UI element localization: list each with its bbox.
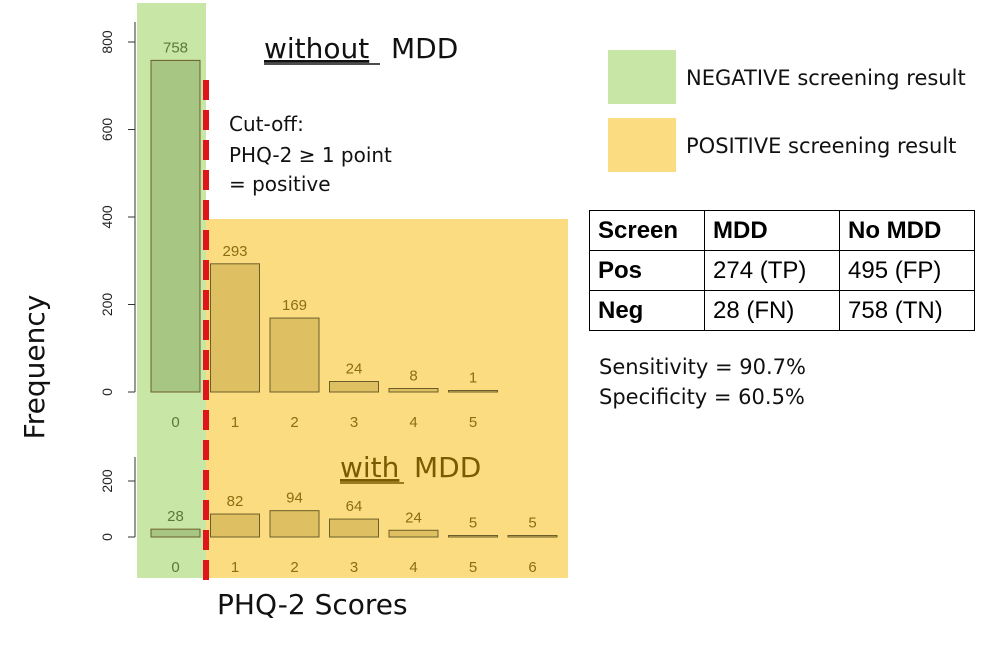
x-tick-label: 2: [290, 559, 298, 576]
y-tick-label: 0: [99, 533, 115, 541]
bar-value-label: 82: [227, 493, 244, 510]
bar-value-label: 5: [528, 515, 536, 532]
table-header-screen: Screen: [589, 210, 705, 251]
legend-swatch-negative: [608, 50, 676, 104]
y-tick-label: 200: [99, 469, 115, 493]
y-tick-label: 400: [99, 205, 115, 229]
table-cell: 28 (FN): [704, 290, 840, 331]
x-tick-label: 4: [409, 414, 417, 431]
screening-metrics: Sensitivity = 90.7% Specificity = 60.5%: [599, 352, 806, 412]
table-cell: 274 (TP): [704, 250, 840, 291]
bottom-y-axis: 0 200: [99, 457, 136, 541]
top-subplot-title-underlined: without: [264, 32, 369, 65]
bar-score-5: [448, 535, 498, 538]
table-header-row: Screen MDD No MDD: [589, 210, 975, 251]
bar-score-6: [507, 535, 558, 538]
positive-region-bg: [206, 219, 568, 578]
legend: NEGATIVE screening result POSITIVE scree…: [608, 50, 988, 186]
table-cell: Pos: [589, 250, 705, 291]
table-header-mdd: MDD: [704, 210, 840, 251]
bar-score-2: [269, 317, 320, 393]
cutoff-annotation-line2: PHQ-2 ≥ 1 point: [229, 143, 392, 167]
x-tick-label: 5: [469, 414, 477, 431]
sensitivity-text: Sensitivity = 90.7%: [599, 355, 806, 379]
y-tick-label: 800: [99, 30, 115, 54]
legend-label-positive: POSITIVE screening result: [686, 134, 957, 158]
x-tick-label: 3: [350, 414, 358, 431]
top-y-axis: 0 200 400 600 800: [99, 22, 136, 396]
bar-value-label: 1: [469, 370, 477, 387]
y-tick-label: 600: [99, 118, 115, 142]
bar-score-1: [210, 263, 260, 393]
legend-label-negative: NEGATIVE screening result: [686, 66, 966, 90]
bar-score-3: [329, 381, 379, 393]
x-tick-label: 1: [231, 559, 239, 576]
bar-value-label: 24: [405, 509, 422, 526]
specificity-text: Specificity = 60.5%: [599, 385, 805, 409]
top-bars: 758 0 293 1 169 2 24 3 8 4 1 5: [150, 39, 498, 431]
x-tick-label: 3: [350, 559, 358, 576]
legend-swatch-positive: [608, 118, 676, 172]
bar-value-label: 28: [167, 508, 184, 525]
y-tick-label: 0: [99, 388, 115, 396]
x-tick-label: 2: [290, 414, 298, 431]
bar-value-label: 5: [469, 515, 477, 532]
bar-score-0: [150, 528, 201, 538]
bar-score-4: [388, 388, 439, 393]
y-tick-label: 200: [99, 293, 115, 317]
bar-value-label: 758: [163, 39, 188, 56]
x-axis-label: PHQ-2 Scores: [217, 588, 408, 621]
legend-item-positive: POSITIVE screening result: [608, 118, 988, 174]
table-header-no-mdd: No MDD: [839, 210, 975, 251]
bar-score-2: [269, 510, 320, 538]
bar-value-label: 8: [409, 368, 417, 385]
y-axis-label: Frequency: [18, 295, 51, 440]
bottom-subplot-title-underlined: with: [340, 451, 399, 484]
x-tick-label: 0: [171, 559, 179, 576]
table-cell: 758 (TN): [839, 290, 975, 331]
bar-value-label: 64: [346, 498, 363, 515]
cutoff-annotation-line3: = positive: [229, 172, 331, 196]
bar-score-1: [210, 513, 260, 538]
bar-score-4: [388, 529, 439, 538]
bar-value-label: 169: [282, 297, 307, 314]
bar-value-label: 94: [286, 490, 303, 507]
bottom-subplot-title-rest: MDD: [414, 451, 481, 484]
x-tick-label: 4: [409, 559, 417, 576]
table-cell: 495 (FP): [839, 250, 975, 291]
x-tick-label: 1: [231, 414, 239, 431]
bar-score-5: [448, 390, 498, 393]
top-subplot-title-rest: MDD: [391, 32, 458, 65]
x-tick-label: 0: [171, 414, 179, 431]
legend-item-negative: NEGATIVE screening result: [608, 50, 988, 106]
bar-score-3: [329, 518, 379, 538]
bar-value-label: 293: [222, 243, 247, 260]
table-row: Neg 28 (FN) 758 (TN): [589, 290, 975, 331]
bar-value-label: 24: [346, 361, 363, 378]
table-row: Pos 274 (TP) 495 (FP): [589, 250, 975, 291]
bar-score-0: [150, 59, 201, 393]
confusion-matrix-table: Screen MDD No MDD Pos 274 (TP) 495 (FP) …: [589, 210, 975, 331]
x-tick-label: 6: [528, 559, 536, 576]
cutoff-annotation-line1: Cut-off:: [229, 112, 304, 136]
table-cell: Neg: [589, 290, 705, 331]
x-tick-label: 5: [469, 559, 477, 576]
